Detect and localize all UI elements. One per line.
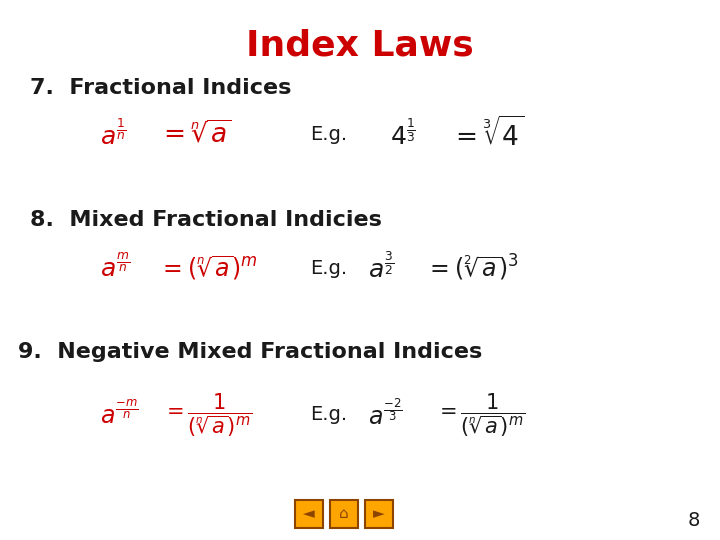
Text: $a^{\frac{-2}{3}}$: $a^{\frac{-2}{3}}$	[368, 400, 402, 430]
Text: $= \sqrt[n]{a}$: $= \sqrt[n]{a}$	[158, 121, 232, 149]
Text: E.g.: E.g.	[310, 125, 347, 145]
Text: E.g.: E.g.	[310, 406, 347, 424]
Text: $= \dfrac{1}{\left(\sqrt[n]{a}\right)^{m}}$: $= \dfrac{1}{\left(\sqrt[n]{a}\right)^{m…	[435, 391, 525, 439]
Text: $a^{\frac{1}{n}}$: $a^{\frac{1}{n}}$	[100, 120, 126, 150]
Text: ⌂: ⌂	[339, 507, 348, 522]
Text: 8.  Mixed Fractional Indicies: 8. Mixed Fractional Indicies	[30, 210, 382, 230]
Text: 8: 8	[688, 511, 700, 530]
Text: 7.  Fractional Indices: 7. Fractional Indices	[30, 78, 292, 98]
Text: $= \left(\sqrt[2]{a}\right)^{3}$: $= \left(\sqrt[2]{a}\right)^{3}$	[425, 253, 519, 283]
Text: $4^{\frac{1}{3}}$: $4^{\frac{1}{3}}$	[390, 120, 416, 150]
Text: $a^{\frac{-m}{n}}$: $a^{\frac{-m}{n}}$	[100, 401, 138, 429]
FancyBboxPatch shape	[295, 500, 323, 528]
FancyBboxPatch shape	[330, 500, 358, 528]
Text: E.g.: E.g.	[310, 259, 347, 278]
Text: $= \left(\sqrt[n]{a}\right)^{m}$: $= \left(\sqrt[n]{a}\right)^{m}$	[158, 254, 258, 282]
Text: $= \sqrt[3]{4}$: $= \sqrt[3]{4}$	[450, 118, 524, 152]
Text: $= \dfrac{1}{\left(\sqrt[n]{a}\right)^{m}}$: $= \dfrac{1}{\left(\sqrt[n]{a}\right)^{m…	[162, 391, 252, 439]
Text: Index Laws: Index Laws	[246, 28, 474, 62]
Text: ◄: ◄	[303, 507, 315, 522]
Text: 9.  Negative Mixed Fractional Indices: 9. Negative Mixed Fractional Indices	[18, 342, 482, 362]
Text: ►: ►	[373, 507, 385, 522]
FancyBboxPatch shape	[365, 500, 393, 528]
Text: $a^{\frac{m}{n}}$: $a^{\frac{m}{n}}$	[100, 254, 130, 282]
Text: $a^{\frac{3}{2}}$: $a^{\frac{3}{2}}$	[368, 253, 395, 283]
